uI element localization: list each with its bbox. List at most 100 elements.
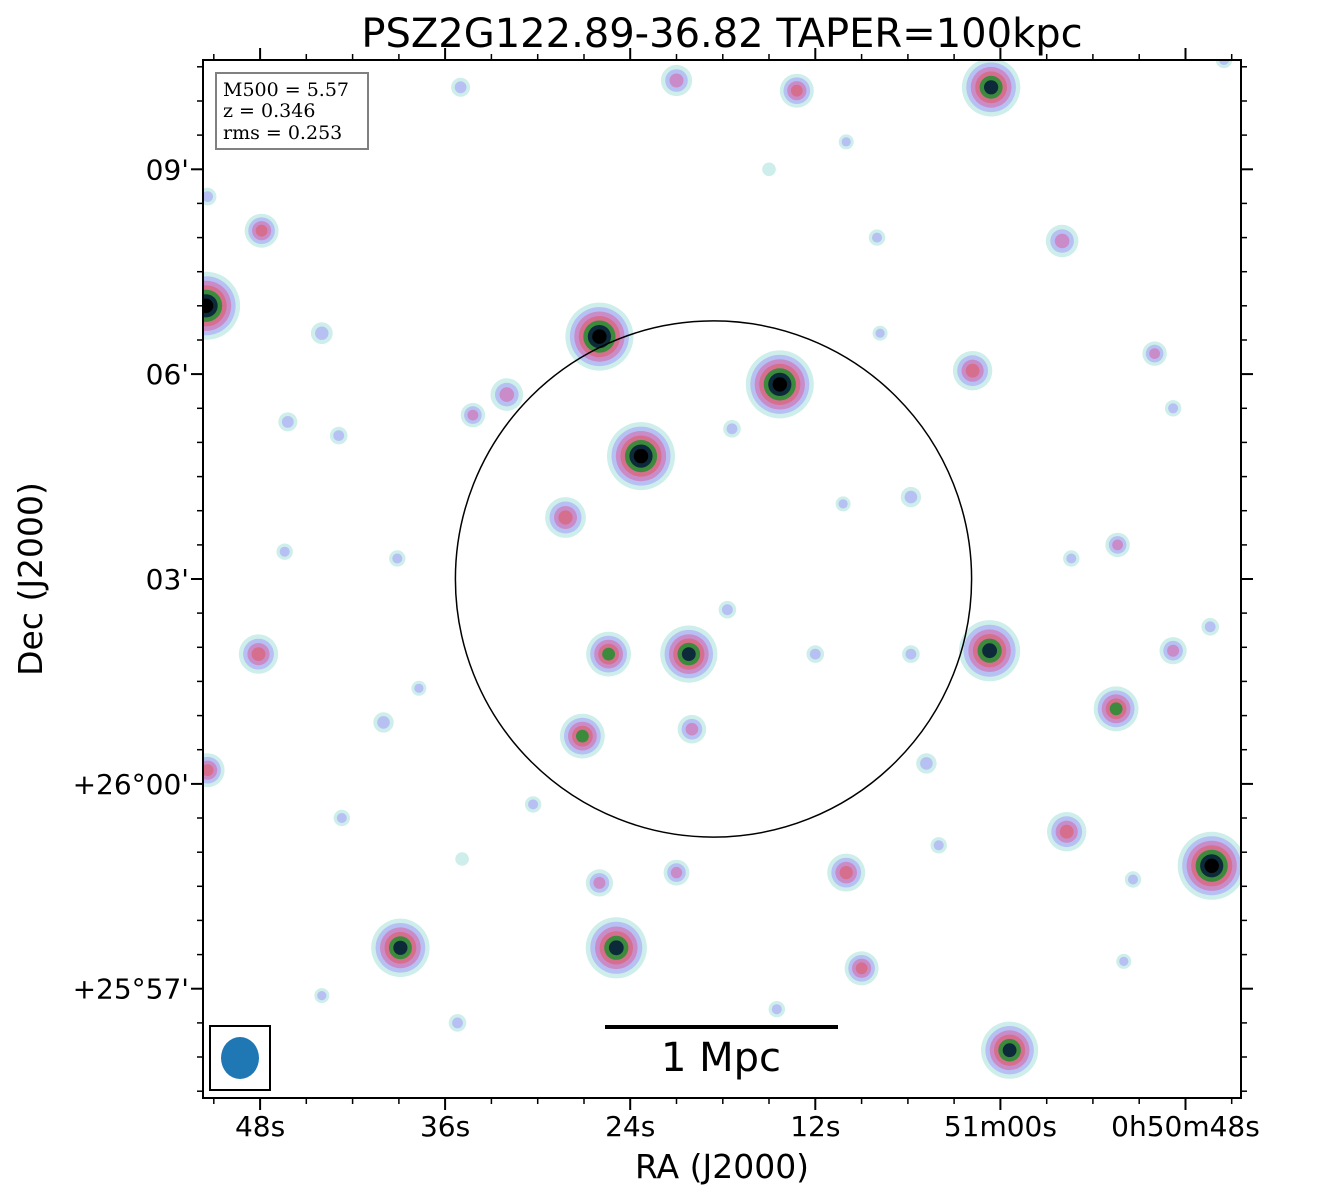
source-27-level-2 <box>670 866 683 879</box>
source-66 <box>1124 871 1142 888</box>
source-20 <box>490 378 524 411</box>
source-24-level-2 <box>669 73 684 88</box>
source-2-level-6 <box>772 377 787 392</box>
source-29 <box>1159 637 1187 665</box>
source-5 <box>961 60 1021 117</box>
source-35 <box>329 426 348 445</box>
source-37 <box>900 486 922 508</box>
source-40-level-1 <box>809 648 821 660</box>
source-8-level-4 <box>602 647 615 661</box>
x-tick-label-0: 48s <box>235 1110 285 1143</box>
source-26-level-2 <box>685 722 699 736</box>
source-28 <box>203 753 225 788</box>
source-54-level-1 <box>414 683 424 693</box>
source-33-level-2 <box>1112 539 1123 551</box>
source-32-level-2 <box>1149 348 1160 359</box>
source-0 <box>565 302 634 371</box>
source-16-level-3 <box>965 363 980 378</box>
source-58-level-1 <box>1119 956 1129 967</box>
x-axis-label: RA (J2000) <box>635 1147 809 1186</box>
y-tick-label-2: 03' <box>146 563 189 596</box>
source-45 <box>723 420 741 438</box>
x-tick-label-3: 12s <box>790 1110 840 1143</box>
source-0-level-6 <box>592 329 607 344</box>
source-12 <box>981 1021 1039 1079</box>
source-51 <box>1063 550 1080 567</box>
source-52-level-1 <box>1204 621 1216 633</box>
source-60-level-1 <box>875 328 885 338</box>
source-17-level-3 <box>839 866 853 880</box>
source-46-level-1 <box>841 137 851 147</box>
axis-ticks: 48s 36s 24s 12s 51m00s 0h50m48s 09' 06' 03' +26°0… <box>73 48 1260 1143</box>
r500-circle <box>454 320 973 838</box>
x-tick-label-5: 0h50m48s <box>1111 1110 1260 1143</box>
source-7 <box>660 625 718 683</box>
source-53-level-1 <box>1219 60 1229 65</box>
source-40 <box>806 645 825 663</box>
source-6-level-5 <box>982 643 997 659</box>
source-60 <box>872 325 888 341</box>
intensity-map <box>203 60 1241 1079</box>
source-41 <box>902 645 920 663</box>
source-4 <box>203 271 241 340</box>
source-14 <box>238 634 279 674</box>
source-43-level-1 <box>528 799 539 810</box>
source-18 <box>844 951 879 986</box>
source-56 <box>448 1014 467 1032</box>
source-31-level-2 <box>467 409 479 421</box>
source-11-level-5 <box>608 940 624 956</box>
source-50 <box>835 496 851 512</box>
source-18-level-3 <box>855 962 868 975</box>
overlay-layer <box>454 320 973 838</box>
source-66-level-1 <box>1128 874 1138 885</box>
info-redshift: z = 0.346 <box>223 100 315 122</box>
source-59 <box>314 988 330 1004</box>
source-35-level-1 <box>333 430 345 441</box>
source-16 <box>952 351 993 391</box>
scale-bar-label: 1 Mpc <box>661 1035 781 1081</box>
source-24 <box>660 64 693 97</box>
source-30 <box>310 322 333 345</box>
source-41-level-1 <box>905 648 917 660</box>
source-57-level-1 <box>771 1004 782 1015</box>
source-30-level-1 <box>315 326 329 340</box>
source-61-level-1 <box>1168 403 1179 414</box>
source-13 <box>1093 686 1139 732</box>
source-20-level-2 <box>499 387 515 402</box>
source-5-level-5 <box>984 80 999 95</box>
source-15-level-3 <box>558 510 573 525</box>
source-22-level-3 <box>255 224 268 237</box>
source-45-level-1 <box>726 423 738 435</box>
source-23 <box>1045 224 1079 258</box>
y-tick-label-4: +25°57' <box>73 973 189 1006</box>
source-3 <box>1177 831 1241 900</box>
source-65-level-1 <box>933 840 944 851</box>
source-28-level-3 <box>203 764 214 777</box>
source-10-level-5 <box>393 940 408 955</box>
source-32 <box>1142 341 1167 366</box>
source-13-level-4 <box>1109 702 1123 716</box>
source-33 <box>1105 532 1130 558</box>
source-48 <box>276 543 293 560</box>
source-56-level-1 <box>452 1017 463 1029</box>
info-box-frame <box>215 72 369 150</box>
source-9 <box>560 713 605 759</box>
source-63 <box>762 162 776 177</box>
source-10 <box>371 918 430 977</box>
source-52 <box>1201 618 1219 636</box>
info-box: M500 = 5.57 z = 0.346 rms = 0.253 <box>215 72 369 150</box>
x-tick-label-1: 36s <box>420 1110 470 1143</box>
scale-bar: 1 Mpc <box>605 1025 838 1081</box>
source-38-level-1 <box>920 757 933 770</box>
beam-indicator <box>209 1025 271 1091</box>
source-25-level-2 <box>593 876 606 889</box>
source-7-level-5 <box>681 647 696 661</box>
source-57 <box>768 1001 785 1018</box>
source-64 <box>455 852 469 866</box>
plot-frame <box>202 59 1242 1099</box>
source-47 <box>203 187 217 206</box>
y-tick-label-1: 06' <box>146 358 189 391</box>
source-15 <box>545 497 586 538</box>
source-19 <box>1047 812 1087 852</box>
